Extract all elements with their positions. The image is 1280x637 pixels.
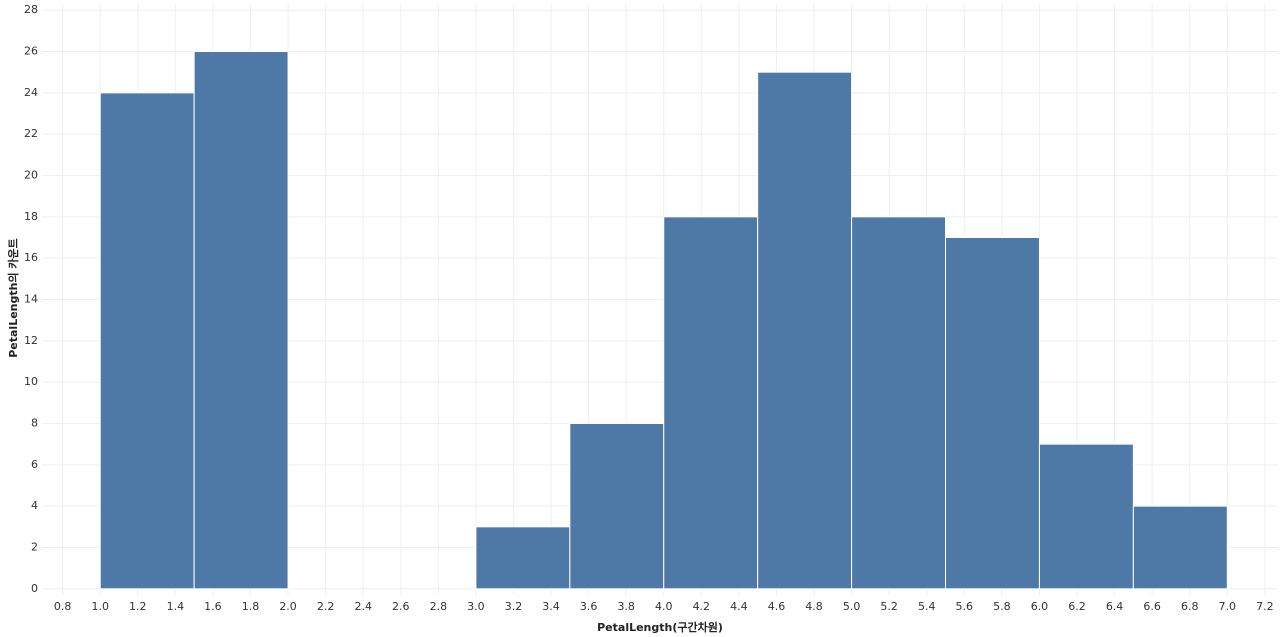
- x-tick-label: 7.2: [1256, 600, 1274, 613]
- y-tick-label: 8: [31, 416, 38, 429]
- x-tick-label: 3.2: [505, 600, 523, 613]
- x-tick-label: 1.2: [129, 600, 147, 613]
- y-tick-label: 28: [24, 3, 38, 16]
- bar: [193, 51, 289, 590]
- x-tick-label: 2.2: [317, 600, 335, 613]
- x-tick-label: 3.4: [542, 600, 560, 613]
- bar: [475, 526, 571, 590]
- x-tick-label: 2.4: [354, 600, 372, 613]
- y-tick-label: 4: [31, 499, 38, 512]
- y-tick-label: 14: [24, 293, 38, 306]
- x-tick-label: 1.0: [91, 600, 109, 613]
- x-tick-label: 7.0: [1219, 600, 1237, 613]
- x-tick-label: 6.8: [1181, 600, 1199, 613]
- x-tick-label: 4.0: [655, 600, 673, 613]
- y-tick-label: 22: [24, 127, 38, 140]
- x-tick-label: 2.8: [430, 600, 448, 613]
- y-tick-label: 26: [24, 45, 38, 58]
- y-tick-label: 20: [24, 169, 38, 182]
- x-tick-label: 6.6: [1143, 600, 1161, 613]
- y-axis-title: PetalLength의 카운트: [6, 238, 20, 358]
- x-tick-label: 5.6: [956, 600, 974, 613]
- x-tick-label: 4.2: [693, 600, 711, 613]
- x-tick-label: 2.6: [392, 600, 410, 613]
- bar: [1132, 505, 1228, 590]
- bar: [1038, 443, 1134, 590]
- x-tick-label: 3.8: [617, 600, 635, 613]
- x-tick-label: 4.6: [768, 600, 786, 613]
- y-tick-label: 6: [31, 458, 38, 471]
- x-tick-label: 0.8: [54, 600, 72, 613]
- x-tick-label: 1.8: [242, 600, 260, 613]
- x-tick-label: 5.4: [918, 600, 936, 613]
- bar: [757, 71, 853, 590]
- bar: [945, 237, 1040, 590]
- x-tick-label: 5.0: [843, 600, 861, 613]
- y-tick-label: 12: [24, 334, 38, 347]
- bar: [99, 92, 195, 590]
- x-tick-label: 1.6: [204, 600, 222, 613]
- x-tick-label: 3.0: [467, 600, 485, 613]
- bar: [569, 422, 665, 590]
- x-axis-title: PetalLength(구간차원): [597, 620, 723, 634]
- y-tick-label: 10: [24, 375, 38, 388]
- x-tick-label: 6.4: [1106, 600, 1124, 613]
- x-tick-label: 4.4: [730, 600, 748, 613]
- y-tick-label: 24: [24, 86, 38, 99]
- y-tick-label: 18: [24, 210, 38, 223]
- x-tick-label: 5.2: [880, 600, 898, 613]
- x-tick-label: 4.8: [805, 600, 823, 613]
- x-tick-label: 3.6: [580, 600, 598, 613]
- x-tick-label: 6.0: [1031, 600, 1049, 613]
- bar: [663, 216, 759, 590]
- x-tick-label: 5.8: [993, 600, 1011, 613]
- y-tick-label: 2: [31, 540, 38, 553]
- y-tick-label: 16: [24, 251, 38, 264]
- x-tick-label: 1.4: [167, 600, 185, 613]
- x-tick-label: 2.0: [279, 600, 297, 613]
- y-tick-label: 0: [31, 582, 38, 595]
- bar: [851, 216, 947, 590]
- x-tick-label: 6.2: [1068, 600, 1086, 613]
